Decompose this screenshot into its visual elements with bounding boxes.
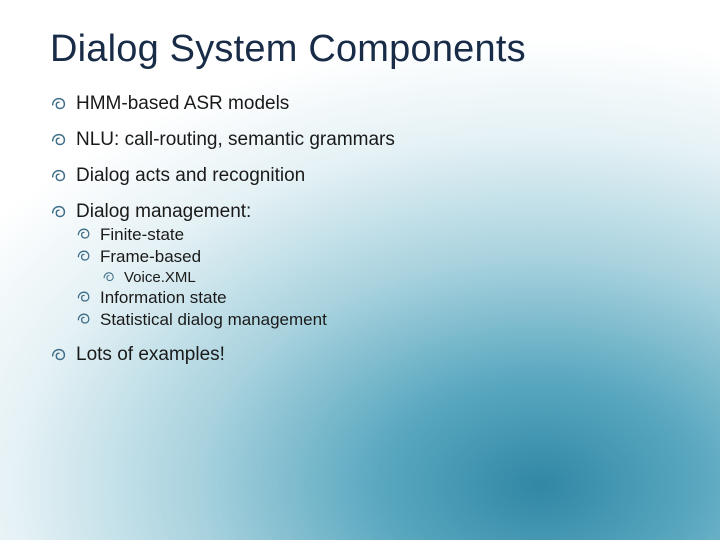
bullet-text: Information state	[100, 288, 227, 308]
bullet-text: Statistical dialog management	[100, 310, 327, 330]
slide-title: Dialog System Components	[50, 28, 670, 71]
bullet-text: Dialog management:	[76, 201, 251, 223]
bullet-item: Dialog acts and recognition	[50, 165, 670, 187]
bullet-text: HMM-based ASR models	[76, 93, 289, 115]
bullet-item: Dialog management:	[50, 201, 670, 223]
bullet-text: Voice.XML	[124, 269, 196, 286]
swirl-icon	[50, 346, 68, 364]
bullet-item: Lots of examples!	[50, 344, 670, 366]
swirl-icon	[76, 311, 92, 327]
bullet-item: Voice.XML	[102, 269, 670, 286]
bullet-item: Statistical dialog management	[76, 310, 670, 330]
swirl-icon	[76, 289, 92, 305]
bullet-text: Lots of examples!	[76, 344, 225, 366]
swirl-icon	[102, 270, 116, 284]
bullet-item: Information state	[76, 288, 670, 308]
swirl-icon	[76, 226, 92, 242]
slide-container: Dialog System Components HMM-based ASR m…	[0, 0, 720, 540]
swirl-icon	[50, 203, 68, 221]
swirl-icon	[50, 131, 68, 149]
bullet-text: Dialog acts and recognition	[76, 165, 305, 187]
bullet-text: Frame-based	[100, 247, 201, 267]
bullet-item: NLU: call-routing, semantic grammars	[50, 129, 670, 151]
swirl-icon	[50, 95, 68, 113]
swirl-icon	[76, 248, 92, 264]
bullet-text: NLU: call-routing, semantic grammars	[76, 129, 395, 151]
swirl-icon	[50, 167, 68, 185]
bullet-text: Finite-state	[100, 225, 184, 245]
bullet-item: Finite-state	[76, 225, 670, 245]
bullet-item: Frame-based	[76, 247, 670, 267]
bullet-item: HMM-based ASR models	[50, 93, 670, 115]
